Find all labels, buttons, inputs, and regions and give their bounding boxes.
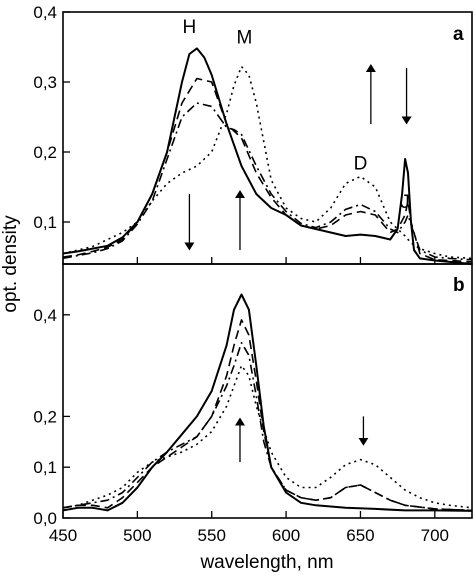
y-tick-label: 0,3 — [33, 73, 57, 92]
panel-b-plot: 0,0 0,1 0,2 0,4 450 500 550 600 650 700 — [33, 293, 473, 545]
y-tick-label: 0,1 — [33, 213, 57, 232]
x-tick-label: 550 — [198, 526, 226, 545]
y-tick-label: 0,1 — [33, 458, 57, 477]
x-axis-title: wavelength, nm — [199, 552, 333, 573]
peak-label-D: D — [354, 154, 368, 175]
y-tick-label: 0,2 — [33, 407, 57, 426]
x-tick-label: 650 — [346, 526, 374, 545]
panel-a-letter: a — [453, 24, 464, 45]
y-axis-title: opt. density — [0, 215, 21, 313]
series-line-solid — [62, 47, 473, 265]
series-line-solid — [62, 293, 473, 512]
x-tick-label: 500 — [123, 526, 151, 545]
peak-label-J: J — [400, 192, 410, 213]
series-line-dash — [62, 319, 473, 512]
y-tick-label: 0,4 — [33, 306, 57, 325]
y-tick-label: 0,2 — [33, 143, 57, 162]
x-tick-label: 600 — [272, 526, 300, 545]
peak-label-M: M — [237, 28, 253, 49]
x-tick-label: 700 — [421, 526, 449, 545]
panel-a-plot: 0,1 0,2 0,3 0,4 H M D J — [33, 3, 473, 265]
series-line-dash — [62, 77, 473, 263]
y-tick-label: 0,4 — [33, 3, 57, 22]
series-line-dashdot — [62, 341, 473, 512]
x-tick-label: 450 — [49, 526, 77, 545]
series-line-dashdot — [62, 102, 473, 261]
panel-b-letter: b — [453, 275, 465, 296]
series-line-dot — [62, 364, 473, 509]
peak-label-H: H — [183, 17, 197, 38]
series-line-dot — [62, 65, 473, 260]
panel-b-frame — [62, 263, 473, 519]
y-tick-label: 0,0 — [33, 509, 57, 528]
